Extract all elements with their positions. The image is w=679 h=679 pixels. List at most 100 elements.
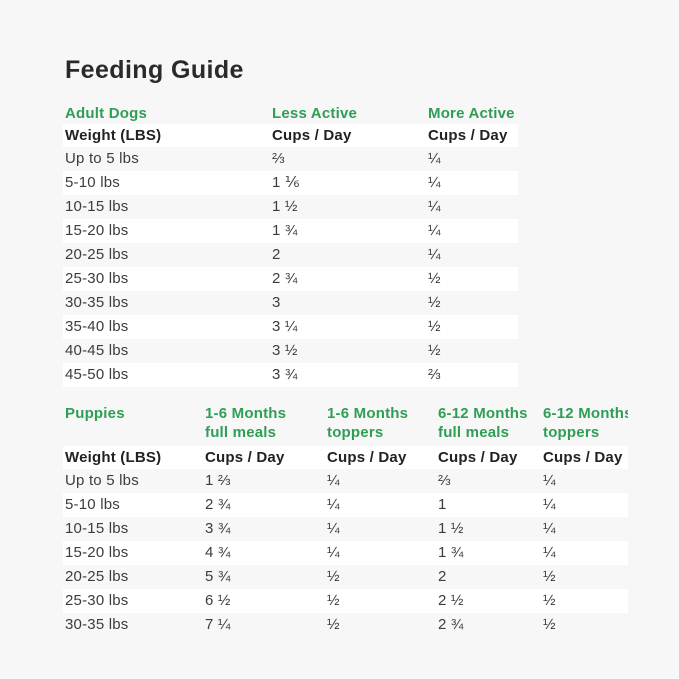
- table-row: 30-35 lbs 3 ½: [63, 291, 518, 315]
- weight-cell: 5-10 lbs: [65, 174, 120, 191]
- less-active-cell: 3 ½: [272, 342, 298, 359]
- less-active-cell: 3 ¼: [272, 318, 298, 335]
- table-row: Up to 5 lbs ⅔ ¼: [63, 147, 518, 171]
- page-title: Feeding Guide: [65, 56, 244, 84]
- months-1-6-full-meals-header: 1-6 Months full meals: [205, 404, 327, 442]
- table-row: 10-15 lbs 1 ½ ¼: [63, 195, 518, 219]
- cups-per-day-header: Cups / Day: [272, 127, 352, 144]
- value-cell: ½: [543, 568, 556, 585]
- value-cell: ¼: [543, 520, 556, 537]
- more-active-cell: ½: [428, 342, 441, 359]
- weight-cell: 25-30 lbs: [65, 270, 129, 287]
- header-line-2: toppers: [543, 424, 600, 441]
- value-cell: 4 ¾: [205, 544, 231, 561]
- less-active-cell: 3: [272, 294, 281, 311]
- value-cell: 2: [438, 568, 447, 585]
- less-active-cell: 2: [272, 246, 281, 263]
- weight-cell: 35-40 lbs: [65, 318, 129, 335]
- weight-cell: 20-25 lbs: [65, 568, 129, 585]
- weight-cell: 10-15 lbs: [65, 198, 129, 215]
- header-line-1: 6-12 Months: [438, 405, 528, 422]
- header-line-2: full meals: [438, 424, 510, 441]
- more-active-cell: ⅔: [428, 366, 441, 383]
- value-cell: ¼: [327, 520, 340, 537]
- more-active-cell: ½: [428, 294, 441, 311]
- months-6-12-toppers-header: 6-12 Months toppers: [543, 404, 628, 442]
- table-row: 10-15 lbs 3 ¾ ¼ 1 ½ ¼: [63, 517, 628, 541]
- value-cell: ½: [327, 592, 340, 609]
- value-cell: 5 ¾: [205, 568, 231, 585]
- weight-cell: 40-45 lbs: [65, 342, 129, 359]
- puppies-section-label: Puppies: [65, 405, 125, 422]
- value-cell: 1 ½: [438, 520, 464, 537]
- weight-cell: 5-10 lbs: [65, 496, 120, 513]
- value-cell: ½: [327, 568, 340, 585]
- puppies-table: Puppies 1-6 Months full meals 1-6 Months…: [63, 404, 628, 637]
- value-cell: 2 ½: [438, 592, 464, 609]
- weight-cell: Up to 5 lbs: [65, 472, 139, 489]
- header-line-1: 6-12 Months: [543, 405, 628, 422]
- weight-cell: 10-15 lbs: [65, 520, 129, 537]
- value-cell: 1 ⅔: [205, 472, 231, 489]
- value-cell: ⅔: [438, 472, 451, 489]
- table-row: 45-50 lbs 3 ¾ ⅔: [63, 363, 518, 387]
- less-active-cell: 3 ¾: [272, 366, 298, 383]
- value-cell: 1 ¾: [438, 544, 464, 561]
- header-line-2: full meals: [205, 424, 277, 441]
- table-row: 25-30 lbs 2 ¾ ½: [63, 267, 518, 291]
- cups-per-day-header: Cups / Day: [543, 449, 623, 466]
- value-cell: ¼: [327, 544, 340, 561]
- more-active-cell: ½: [428, 318, 441, 335]
- value-cell: ¼: [327, 472, 340, 489]
- table-row: 20-25 lbs 2 ¼: [63, 243, 518, 267]
- header-line-2: toppers: [327, 424, 384, 441]
- weight-cell: Up to 5 lbs: [65, 150, 139, 167]
- cups-per-day-header: Cups / Day: [438, 449, 518, 466]
- table-row: 15-20 lbs 4 ¾ ¼ 1 ¾ ¼: [63, 541, 628, 565]
- adult-dogs-table: Adult Dogs Less Active More Active Weigh…: [63, 103, 518, 387]
- weight-cell: 30-35 lbs: [65, 616, 129, 633]
- months-6-12-full-meals-header: 6-12 Months full meals: [438, 404, 543, 442]
- table-row: 35-40 lbs 3 ¼ ½: [63, 315, 518, 339]
- table-row: Up to 5 lbs 1 ⅔ ¼ ⅔ ¼: [63, 469, 628, 493]
- value-cell: 7 ¼: [205, 616, 231, 633]
- cups-per-day-header: Cups / Day: [428, 127, 508, 144]
- adult-section-header-row: Adult Dogs Less Active More Active: [63, 103, 518, 124]
- months-1-6-toppers-header: 1-6 Months toppers: [327, 404, 438, 442]
- weight-column-header: Weight (LBS): [65, 127, 162, 144]
- weight-cell: 45-50 lbs: [65, 366, 129, 383]
- value-cell: ½: [543, 592, 556, 609]
- table-row: 15-20 lbs 1 ¾ ¼: [63, 219, 518, 243]
- weight-column-header: Weight (LBS): [65, 449, 162, 466]
- more-active-cell: ¼: [428, 150, 441, 167]
- table-row: 20-25 lbs 5 ¾ ½ 2 ½: [63, 565, 628, 589]
- more-active-cell: ½: [428, 270, 441, 287]
- value-cell: ¼: [543, 544, 556, 561]
- value-cell: 2 ¾: [205, 496, 231, 513]
- puppy-table-header-row: Weight (LBS) Cups / Day Cups / Day Cups …: [63, 446, 628, 469]
- table-row: 40-45 lbs 3 ½ ½: [63, 339, 518, 363]
- adult-table-header-row: Weight (LBS) Cups / Day Cups / Day: [63, 124, 518, 147]
- cups-per-day-header: Cups / Day: [327, 449, 407, 466]
- puppy-section-header-row: Puppies 1-6 Months full meals 1-6 Months…: [63, 404, 628, 446]
- value-cell: ¼: [543, 496, 556, 513]
- adult-dogs-section-label: Adult Dogs: [65, 105, 147, 122]
- value-cell: ¼: [543, 472, 556, 489]
- header-line-1: 1-6 Months: [327, 405, 409, 422]
- weight-cell: 30-35 lbs: [65, 294, 129, 311]
- weight-cell: 25-30 lbs: [65, 592, 129, 609]
- less-active-cell: 2 ¾: [272, 270, 298, 287]
- table-row: 25-30 lbs 6 ½ ½ 2 ½ ½: [63, 589, 628, 613]
- more-active-cell: ¼: [428, 246, 441, 263]
- value-cell: 2 ¾: [438, 616, 464, 633]
- value-cell: ¼: [327, 496, 340, 513]
- less-active-cell: ⅔: [272, 150, 285, 167]
- cups-per-day-header: Cups / Day: [205, 449, 285, 466]
- table-row: 30-35 lbs 7 ¼ ½ 2 ¾ ½: [63, 613, 628, 637]
- more-active-column-header: More Active: [428, 105, 515, 122]
- weight-cell: 20-25 lbs: [65, 246, 129, 263]
- less-active-column-header: Less Active: [272, 105, 358, 122]
- less-active-cell: 1 ⅙: [272, 174, 300, 191]
- table-row: 5-10 lbs 2 ¾ ¼ 1 ¼: [63, 493, 628, 517]
- value-cell: 3 ¾: [205, 520, 231, 537]
